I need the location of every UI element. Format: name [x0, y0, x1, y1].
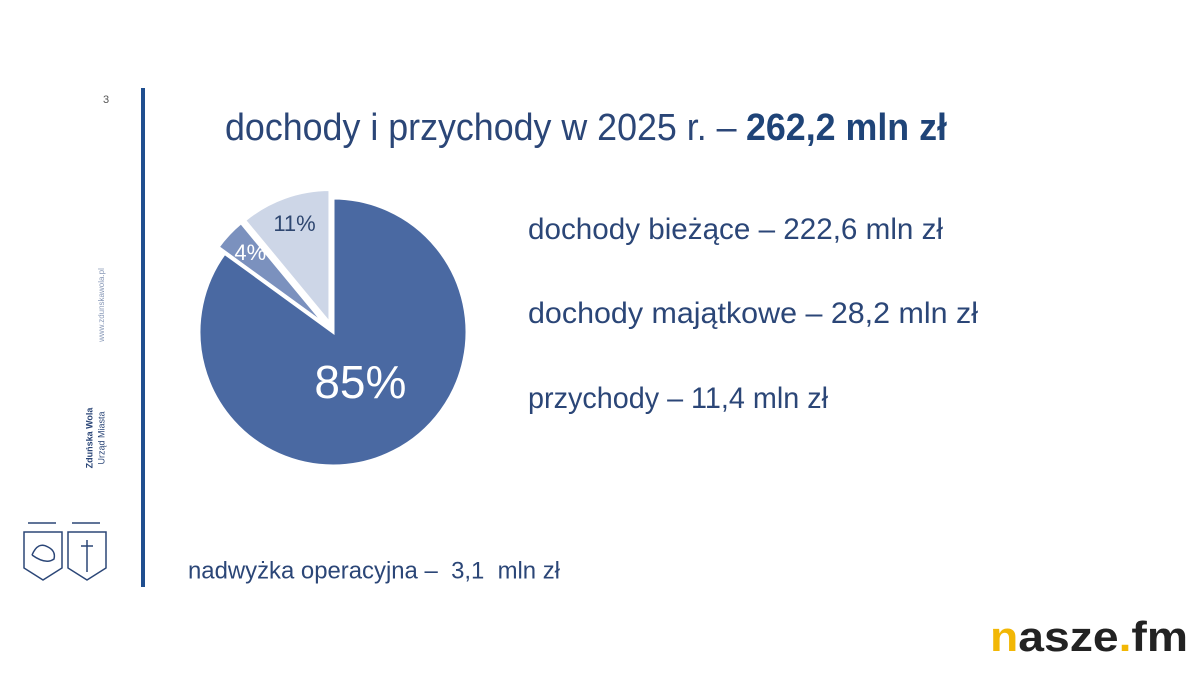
footnote: nadwyżka operacyjna – 3,1 mln zł — [188, 557, 561, 584]
sidebar-org-unit: Urząd Miasta — [96, 411, 106, 464]
coat-of-arms — [23, 522, 107, 581]
title-emphasis: 262,2 mln zł — [746, 107, 947, 149]
logo-part: . — [1119, 613, 1132, 660]
slice-label: 85% — [314, 356, 406, 408]
divider-bar — [141, 88, 145, 587]
pie-slice — [197, 196, 469, 468]
logo: nasze .fm — [990, 613, 1188, 660]
legend-entry: dochody majątkowe – 28,2 mln zł — [528, 297, 978, 330]
pie-slice — [242, 188, 332, 328]
page-number: 3 — [103, 94, 109, 106]
slice-label: 4% — [234, 240, 266, 265]
logo-part: asze — [1018, 613, 1118, 660]
logo-part: n — [990, 613, 1018, 660]
chart-title: dochody i przychody w 2025 r. –262,2 mln… — [225, 107, 947, 149]
sidebar-url: www.zdunskawola.pl — [97, 268, 106, 343]
title-text: dochody i przychody w 2025 r. – — [225, 107, 737, 149]
sidebar-org-name: Zduńska Wola — [84, 407, 94, 469]
legend: dochody bieżące – 222,6 mln zł dochody ma… — [528, 213, 978, 415]
logo-part: fm — [1131, 613, 1188, 660]
pie-chart: 85% 4% 11% — [197, 188, 469, 468]
legend-entry: dochody bieżące – 222,6 mln zł — [528, 213, 943, 246]
slice-label: 11% — [273, 211, 315, 236]
legend-entry: przychody – 11,4 mln zł — [528, 382, 828, 415]
pie-slice — [215, 220, 328, 328]
